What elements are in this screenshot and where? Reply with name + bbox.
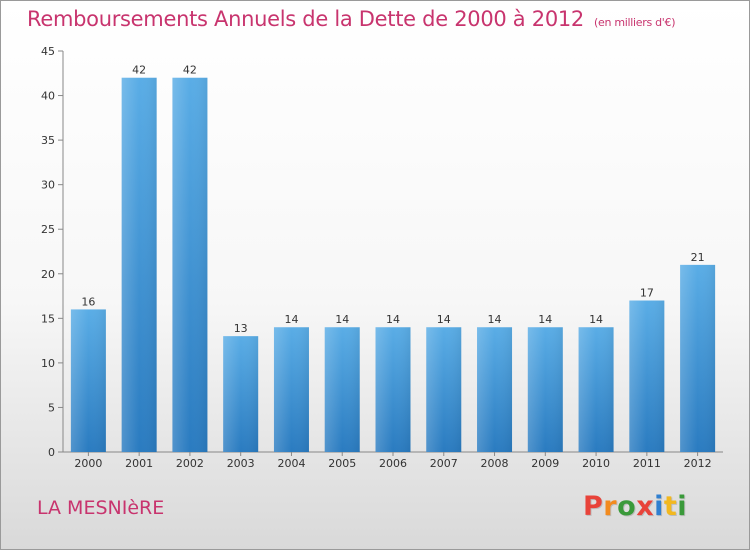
y-tick-label: 0	[48, 446, 55, 459]
logo-letter: P	[583, 491, 604, 522]
x-tick-label: 2000	[74, 457, 102, 470]
bar-shade	[223, 336, 259, 452]
data-label: 14	[437, 313, 451, 326]
y-tick-label: 30	[41, 179, 55, 192]
title-text: Remboursements Annuels de la Dette de 20…	[27, 7, 584, 31]
data-label: 14	[386, 313, 400, 326]
bar-shade	[629, 300, 665, 452]
x-tick-label: 2008	[481, 457, 509, 470]
y-tick-label: 20	[41, 268, 55, 281]
commune-name: LA MESNIèRE	[37, 497, 165, 519]
y-tick-label: 40	[41, 90, 55, 103]
data-label: 14	[589, 313, 603, 326]
data-label: 14	[335, 313, 349, 326]
data-label: 16	[81, 295, 95, 308]
bar-shade	[680, 264, 716, 452]
x-tick-label: 2003	[227, 457, 255, 470]
bar-shade	[578, 327, 614, 452]
value-labels-group: 16 42 42 13 14 14 14 14 14 14 14 17 21	[81, 64, 704, 335]
logo-letter: r	[603, 491, 618, 522]
data-label: 14	[488, 313, 502, 326]
logo-letter: x	[636, 491, 655, 522]
bar-shade	[121, 77, 157, 452]
axes: 0 5 10 15 20 25 30 35 40 45 2000 2001 2002 2003 2004 20…	[41, 45, 723, 470]
y-tick-label: 45	[41, 45, 55, 58]
bars-group	[70, 77, 716, 452]
bar-shade	[324, 327, 360, 452]
bar-shade	[172, 77, 208, 452]
chart-subtitle: (en milliers d'€)	[594, 16, 676, 29]
logo-letter: i	[677, 491, 688, 522]
x-tick-label: 2007	[430, 457, 458, 470]
chart-title: Remboursements Annuels de la Dette de 20…	[27, 7, 675, 31]
bar-shade	[70, 309, 106, 452]
y-tick-label: 35	[41, 134, 55, 147]
x-tick-label: 2004	[277, 457, 305, 470]
y-tick-label: 10	[41, 357, 55, 370]
x-tick-label: 2011	[633, 457, 661, 470]
y-tick-label: 5	[48, 401, 55, 414]
data-label: 17	[640, 287, 654, 300]
proxiti-logo: Proxiti	[583, 491, 687, 522]
y-tick-label: 25	[41, 223, 55, 236]
bar-shade	[273, 327, 309, 452]
bar-shade	[527, 327, 563, 452]
y-tick-label: 15	[41, 312, 55, 325]
bar-shade	[375, 327, 411, 452]
data-label: 42	[132, 64, 146, 77]
x-tick-label: 2010	[582, 457, 610, 470]
x-tick-label: 2009	[531, 457, 559, 470]
x-tick-label: 2001	[125, 457, 153, 470]
x-tick-label: 2002	[176, 457, 204, 470]
x-tick-label: 2012	[684, 457, 712, 470]
data-label: 42	[183, 64, 197, 77]
data-label: 21	[691, 251, 705, 264]
x-tick-label: 2005	[328, 457, 356, 470]
data-label: 14	[538, 313, 552, 326]
logo-letter: t	[663, 491, 678, 522]
bar-shade	[426, 327, 462, 452]
logo-letter: o	[617, 491, 637, 522]
x-tick-label: 2006	[379, 457, 407, 470]
data-label: 13	[234, 322, 248, 335]
logo-letter: i	[654, 491, 664, 522]
bar-shade	[477, 327, 513, 452]
data-label: 14	[284, 313, 298, 326]
